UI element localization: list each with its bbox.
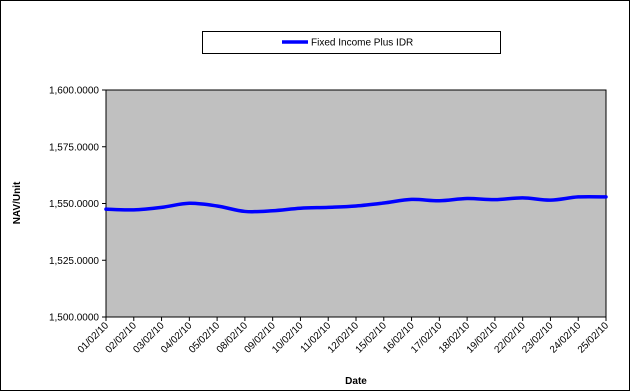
x-axis-title: Date (345, 376, 367, 387)
y-axis-title: NAV/Unit (12, 181, 23, 224)
y-tick-label: 1,525.0000 (49, 256, 99, 267)
legend-box (202, 31, 501, 54)
legend: Fixed Income Plus IDR (202, 31, 501, 54)
series-line (104, 194, 608, 214)
y-tick-label: 1,575.0000 (49, 142, 99, 153)
y-tick-label: 1,500.0000 (49, 313, 99, 324)
y-tick-label: 1,600.0000 (49, 86, 99, 97)
legend-label: Fixed Income Plus IDR (311, 38, 413, 49)
y-axis: 1,500.0000 1,525.0000 1,550.0000 1,575.0000… (49, 86, 106, 324)
series-layer (104, 194, 608, 214)
y-tick-label: 1,550.0000 (49, 199, 99, 210)
